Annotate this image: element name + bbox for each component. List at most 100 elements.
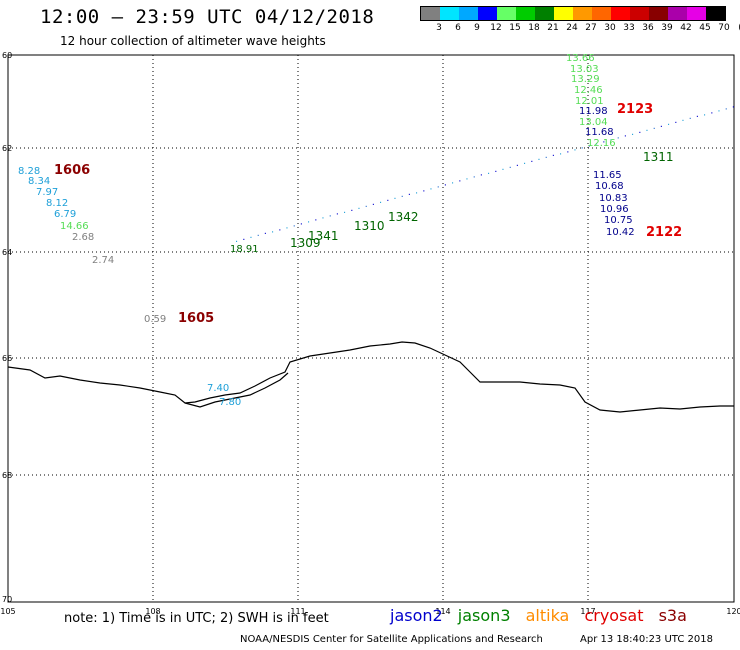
track-mark: ‧	[681, 116, 684, 127]
track-mark: ‧	[285, 223, 288, 234]
color-scale-cell	[535, 7, 554, 20]
legend-cryosat: cryosat	[584, 606, 644, 625]
altimeter-track-points: ‧ ‧ ‧ ‧ ‧ ‧ ‧ ‧ ‧ ‧ ‧ ‧ ‧ ‧ ‧ ‧ ‧ ‧ ‧ ‧ ‧ ‧ ‧ ‧ ‧ ‧ ‧ ‧ ‧ ‧ ‧ ‧ ‧ ‧ ‧ ‧ ‧ ‧ ‧ ‧…	[235, 102, 735, 248]
track-mark: ‧	[624, 132, 627, 143]
generation-timestamp: Apr 13 18:40:23 UTC 2018	[580, 634, 713, 645]
track-mark: ‧	[357, 204, 360, 215]
wave-height-label: 1310	[354, 219, 385, 233]
map-subtitle: 12 hour collection of altimeter wave hei…	[60, 34, 326, 48]
track-mark: ‧	[732, 102, 735, 113]
track-mark: ‧	[703, 110, 706, 121]
wave-height-label: 11.98	[579, 106, 608, 117]
color-scale-label: 21	[547, 23, 559, 33]
wave-height-label: 1309	[290, 236, 321, 250]
wave-height-label: 7.97	[36, 187, 58, 198]
wave-height-label: 13.29	[571, 74, 600, 85]
wave-height-label: 13.03	[570, 64, 599, 75]
color-scale-label: 36	[642, 23, 654, 33]
track-mark: ‧	[343, 208, 346, 219]
color-scale-label: 39	[661, 23, 673, 33]
latitude-label: 68	[2, 471, 12, 480]
wave-height-label: 1311	[643, 150, 674, 164]
longitude-label: 111	[290, 607, 305, 616]
track-mark: ‧	[465, 175, 468, 186]
color-scale-label: 6	[455, 23, 461, 33]
color-scale-label: 24	[566, 23, 578, 33]
wave-height-label: 13.04	[579, 117, 608, 128]
color-scale-label: 3	[436, 23, 442, 33]
wave-height-label: 10.68	[595, 181, 624, 192]
track-mark: ‧	[422, 186, 425, 197]
track-mark: ‧	[372, 200, 375, 211]
wave-height-label: 11.65	[593, 170, 622, 181]
track-mark: ‧	[581, 143, 584, 154]
latitude-label: 66	[2, 354, 12, 363]
map-frame	[7, 54, 735, 603]
color-scale-cell	[573, 7, 592, 20]
color-scale-cell	[668, 7, 687, 20]
legend-s3a: s3a	[658, 606, 687, 625]
wave-height-label: 6.79	[54, 209, 76, 220]
wave-height-label: 18.91	[230, 244, 259, 255]
color-scale-cell	[649, 7, 668, 20]
color-scale-cell	[611, 7, 630, 20]
coastline-inner-bay	[184, 372, 289, 408]
track-mark: ‧	[523, 159, 526, 170]
color-scale-label: 12	[490, 23, 502, 33]
track-mark: ‧	[429, 184, 432, 195]
latitude-label: 70	[2, 595, 12, 604]
legend-jason2: jason2	[390, 606, 443, 625]
color-scale-cell	[421, 7, 440, 20]
track-mark: ‧	[638, 128, 641, 139]
track-mark: ‧	[257, 231, 260, 242]
track-mark: ‧	[660, 122, 663, 133]
wave-height-label: 12.01	[575, 96, 604, 107]
wave-height-label: 10.42	[606, 227, 635, 238]
color-scale-cell	[478, 7, 497, 20]
wave-height-label: 0.59	[144, 314, 166, 325]
track-mark: ‧	[437, 182, 440, 193]
latitude-label: 64	[2, 248, 12, 257]
color-scale-label: 9	[474, 23, 480, 33]
track-mark: ‧	[609, 136, 612, 147]
track-mark: ‧	[559, 149, 562, 160]
wave-height-label: 14.66	[60, 221, 89, 232]
track-mark: ‧	[386, 196, 389, 207]
wave-height-label: 7.40	[207, 383, 229, 394]
track-mark: ‧	[271, 227, 274, 238]
wave-height-label: 12.46	[574, 85, 603, 96]
map-title: 12:00 – 23:59 UTC 04/12/2018	[40, 6, 375, 28]
longitude-label: 108	[145, 607, 160, 616]
pass-time-label: 2122	[646, 225, 682, 240]
track-mark: ‧	[537, 155, 540, 166]
pass-time-label: 1606	[54, 163, 90, 178]
wave-height-label: 10.75	[604, 215, 633, 226]
track-mark: ‧	[530, 157, 533, 168]
longitude-label: 117	[580, 607, 595, 616]
track-mark: ‧	[451, 179, 454, 190]
track-mark: ‧	[393, 194, 396, 205]
color-scale-label: 70	[718, 23, 730, 33]
track-mark: ‧	[494, 167, 497, 178]
pass-time-label: 1605	[178, 311, 214, 326]
track-mark: ‧	[264, 229, 267, 240]
track-mark: ‧	[314, 216, 317, 227]
footer-note: note: 1) Time is in UTC; 2) SWH is in fe…	[64, 611, 329, 626]
wave-height-label: 8.34	[28, 176, 50, 187]
track-mark: ‧	[667, 120, 670, 131]
track-mark: ‧	[249, 233, 252, 244]
track-mark: ‧	[444, 180, 447, 191]
track-mark: ‧	[545, 153, 548, 164]
wave-height-label: 7.80	[219, 397, 241, 408]
axis-tick-labels: 105 108 111 114 117 120 60 62 64 66 68 70	[0, 51, 740, 616]
track-mark: ‧	[473, 173, 476, 184]
wave-height-label: 1341	[308, 229, 339, 243]
track-mark: ‧	[401, 192, 404, 203]
track-mark: ‧	[725, 104, 728, 115]
pass-time-label: 2123	[617, 102, 653, 117]
track-mark: ‧	[595, 140, 598, 151]
color-scale-label: 27	[585, 23, 597, 33]
